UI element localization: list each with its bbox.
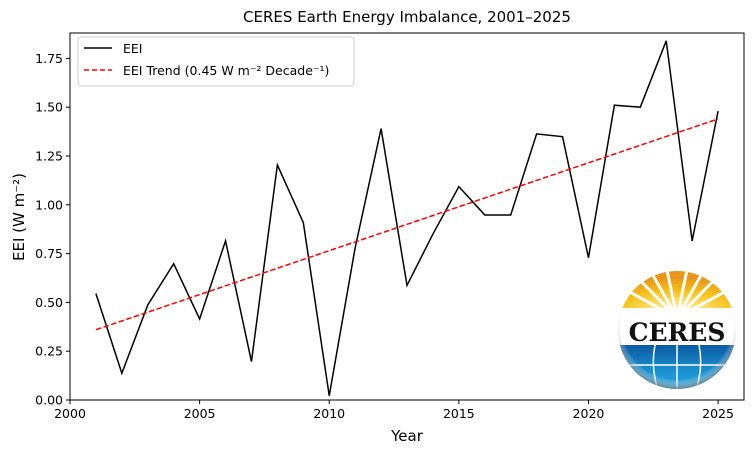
x-axis-label: Year xyxy=(390,427,424,445)
y-tick-label: 1.75 xyxy=(35,51,63,66)
x-tick-label: 2020 xyxy=(573,406,605,421)
x-tick-label: 2015 xyxy=(443,406,475,421)
legend-eei-label: EEI xyxy=(123,41,142,56)
y-tick-label: 1.00 xyxy=(35,197,63,212)
y-tick-label: 0.25 xyxy=(35,344,63,359)
chart-title: CERES Earth Energy Imbalance, 2001–2025 xyxy=(243,8,571,26)
logo-text: CERES xyxy=(629,318,726,347)
trend-line xyxy=(96,119,718,330)
y-tick-label: 0.50 xyxy=(35,295,63,310)
y-tick-label: 0.00 xyxy=(35,393,63,408)
x-tick-label: 2000 xyxy=(54,406,86,421)
y-tick-label: 0.75 xyxy=(35,246,63,261)
legend-trend-label: EEI Trend (0.45 W m⁻² Decade⁻¹) xyxy=(123,63,329,78)
x-tick-label: 2025 xyxy=(702,406,734,421)
legend: EEI EEI Trend (0.45 W m⁻² Decade⁻¹) xyxy=(78,37,354,86)
y-tick-label: 1.25 xyxy=(35,148,63,163)
x-tick-label: 2010 xyxy=(313,406,345,421)
ceres-logo: CERES xyxy=(617,270,737,395)
y-axis-label: EEI (W m⁻²) xyxy=(10,173,28,261)
x-tick-label: 2005 xyxy=(184,406,216,421)
y-tick-label: 1.50 xyxy=(35,100,63,115)
